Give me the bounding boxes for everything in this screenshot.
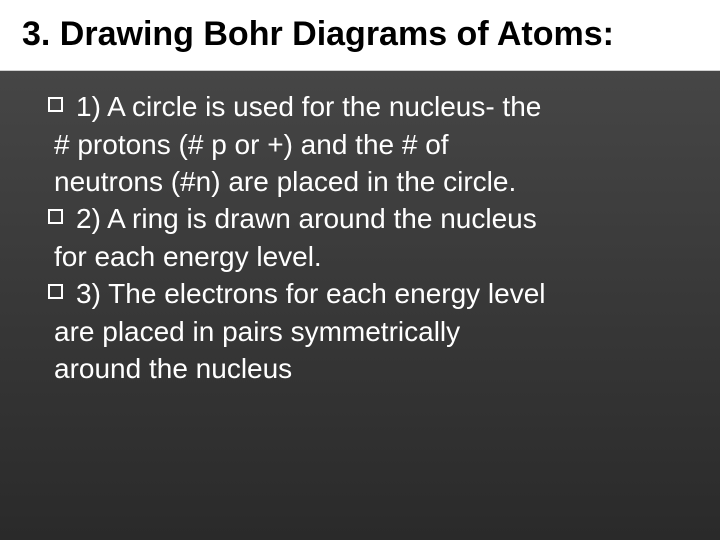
item-text: The electrons for each energy level [108,278,545,309]
list-item: 1) A circle is used for the nucleus- the [48,89,680,126]
item-text-cont: for each energy level. [48,239,680,276]
list-item: 2) A ring is drawn around the nucleus [48,201,680,238]
square-bullet-icon [48,284,63,299]
item-text: A ring is drawn around the nucleus [107,203,537,234]
item-label: 1) [76,91,107,122]
slide-title: 3. Drawing Bohr Diagrams of Atoms: [22,14,698,54]
item-text-cont: # protons (# p or +) and the # of [48,127,680,164]
item-label: 3) [76,278,108,309]
slide: 3. Drawing Bohr Diagrams of Atoms: 1) A … [0,0,720,540]
title-region: 3. Drawing Bohr Diagrams of Atoms: [0,0,720,71]
item-label: 2) [76,203,107,234]
square-bullet-icon [48,97,63,112]
square-bullet-icon [48,209,63,224]
item-text-cont: neutrons (#n) are placed in the circle. [48,164,680,201]
item-text-cont: are placed in pairs symmetrically [48,314,680,351]
item-text-cont: around the nucleus [48,351,680,388]
body-region: 1) A circle is used for the nucleus- the… [0,71,720,388]
list-item: 3) The electrons for each energy level [48,276,680,313]
item-text: A circle is used for the nucleus- the [107,91,541,122]
